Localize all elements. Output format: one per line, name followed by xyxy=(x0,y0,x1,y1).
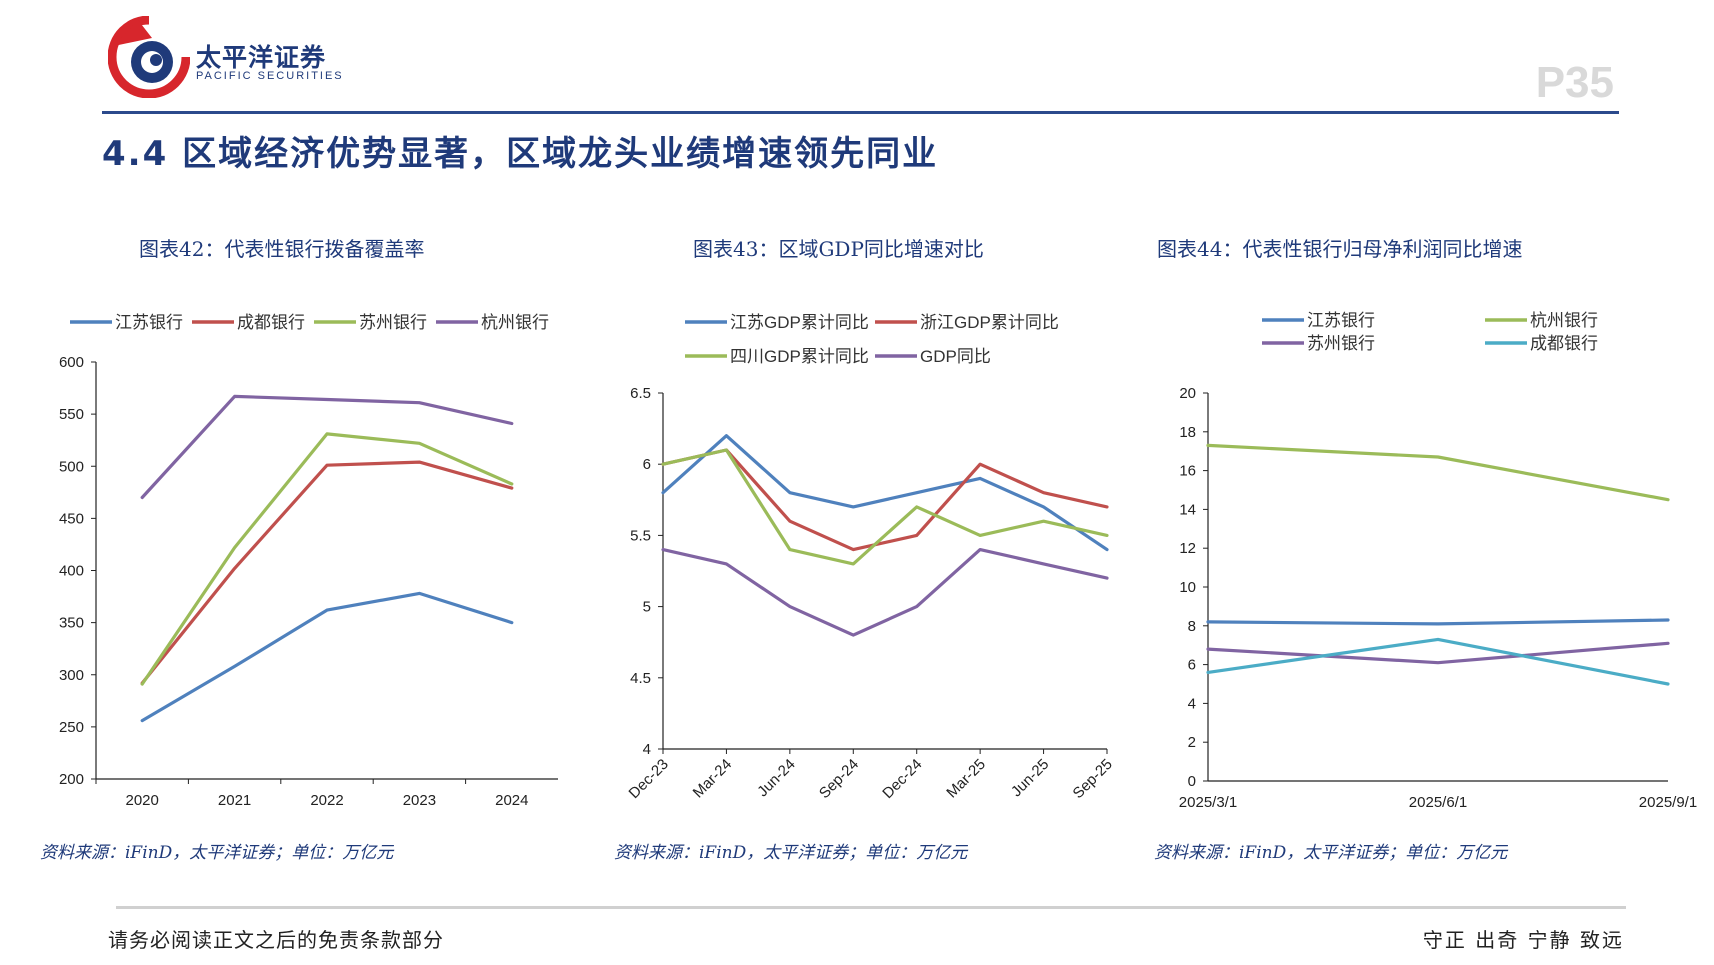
y-tick-label: 0 xyxy=(1188,773,1196,790)
x-tick-label: 2021 xyxy=(218,792,251,809)
legend-label: 成都银行 xyxy=(1530,334,1598,353)
x-tick-label: 2023 xyxy=(403,792,436,809)
chart-source-44: 资料来源：iFinD，太平洋证券；单位：万亿元 xyxy=(1154,843,1508,863)
brand-name-cn: 太平洋证券 xyxy=(196,43,327,72)
x-tick-label: 2025/9/1 xyxy=(1639,794,1697,811)
page-title: 4.4 区域经济优势显著，区域龙头业绩增速领先同业 xyxy=(102,134,939,174)
series-line-成都银行 xyxy=(1206,637,1670,686)
series-line-苏州银行 xyxy=(1206,641,1670,665)
legend-label: 江苏银行 xyxy=(115,313,183,332)
y-tick-label: 8 xyxy=(1188,618,1196,635)
company-motto: 守正 出奇 宁静 致远 xyxy=(1422,928,1624,952)
y-tick-label: 12 xyxy=(1179,540,1196,557)
series-line-浙江GDP累计同比 xyxy=(661,448,1109,552)
series-line-杭州银行 xyxy=(140,394,514,500)
disclaimer-note: 请务必阅读正文之后的免责条款部分 xyxy=(108,928,444,952)
y-tick-label: 400 xyxy=(59,563,84,580)
chart-source-42: 资料来源：iFinD，太平洋证券；单位：万亿元 xyxy=(40,843,394,863)
y-tick-label: 18 xyxy=(1179,424,1196,441)
x-tick-label: 2025/3/1 xyxy=(1179,794,1237,811)
legend-label: 江苏GDP累计同比 xyxy=(730,313,869,332)
legend-label: 浙江GDP累计同比 xyxy=(920,313,1059,332)
series-line-江苏银行 xyxy=(1206,618,1670,626)
series-line-成都银行 xyxy=(140,460,514,685)
y-tick-label: 4 xyxy=(643,741,651,758)
legend-label: 苏州银行 xyxy=(1307,334,1375,353)
y-tick-label: 200 xyxy=(59,771,84,788)
y-tick-label: 5.5 xyxy=(630,527,651,544)
y-tick-label: 550 xyxy=(59,406,84,423)
chart-title-43: 图表43：区域GDP同比增速对比 xyxy=(693,237,984,261)
y-tick-label: 600 xyxy=(59,354,84,371)
y-tick-label: 14 xyxy=(1179,501,1196,518)
y-tick-label: 250 xyxy=(59,719,84,736)
y-tick-label: 450 xyxy=(59,510,84,527)
y-tick-label: 500 xyxy=(59,458,84,475)
chart-title-42: 图表42：代表性银行拨备覆盖率 xyxy=(139,237,425,261)
chart-source-43: 资料来源：iFinD，太平洋证券；单位：万亿元 xyxy=(614,843,968,863)
x-tick-label: 2024 xyxy=(495,792,528,809)
page-number: P35 xyxy=(1535,58,1614,107)
y-tick-label: 6.5 xyxy=(630,385,651,402)
series-line-江苏GDP累计同比 xyxy=(661,434,1109,552)
y-tick-label: 6 xyxy=(643,456,651,473)
y-tick-label: 5 xyxy=(643,599,651,616)
y-tick-label: 350 xyxy=(59,615,84,632)
legend-label: 成都银行 xyxy=(237,313,305,332)
y-tick-label: 6 xyxy=(1188,657,1196,674)
y-tick-label: 10 xyxy=(1179,579,1196,596)
series-line-四川GDP累计同比 xyxy=(661,448,1109,566)
legend-label: 江苏银行 xyxy=(1307,311,1375,330)
brand-name-en: PACIFIC SECURITIES xyxy=(196,70,344,82)
legend-label: 四川GDP累计同比 xyxy=(730,347,869,366)
pacific-securities-logo xyxy=(108,16,190,98)
y-tick-label: 2 xyxy=(1188,734,1196,751)
legend-label: GDP同比 xyxy=(920,347,991,366)
footer-divider xyxy=(116,906,1626,909)
legend-label: 杭州银行 xyxy=(1530,311,1598,330)
y-tick-label: 20 xyxy=(1179,385,1196,402)
x-tick-label: 2022 xyxy=(310,792,343,809)
y-tick-label: 4 xyxy=(1188,695,1196,712)
legend-label: 杭州银行 xyxy=(481,313,549,332)
series-line-江苏银行 xyxy=(140,591,514,723)
x-tick-label: 2025/6/1 xyxy=(1409,794,1467,811)
y-tick-label: 16 xyxy=(1179,463,1196,480)
header-divider xyxy=(102,111,1619,114)
y-tick-label: 300 xyxy=(59,667,84,684)
legend-label: 苏州银行 xyxy=(359,313,427,332)
series-line-GDP同比 xyxy=(661,547,1109,637)
chart-title-44: 图表44：代表性银行归母净利润同比增速 xyxy=(1157,237,1523,261)
series-line-苏州银行 xyxy=(140,432,514,686)
y-tick-label: 4.5 xyxy=(630,670,651,687)
series-line-杭州银行 xyxy=(1206,443,1670,502)
x-tick-label: 2020 xyxy=(126,792,159,809)
